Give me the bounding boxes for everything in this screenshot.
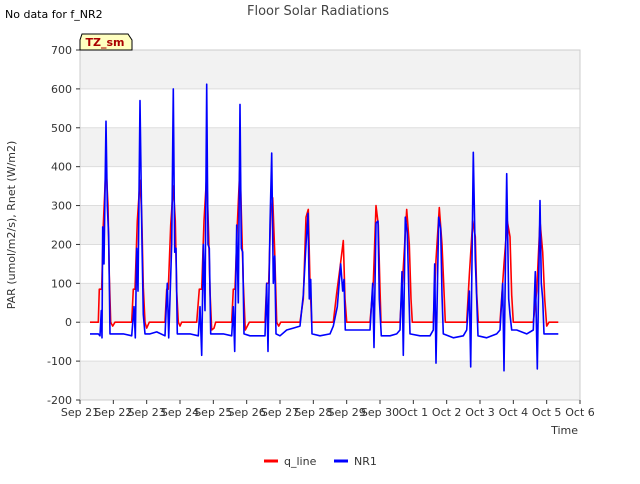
x-tick-label: Sep 27 <box>261 406 299 419</box>
chart-title: Floor Solar Radiations <box>247 4 389 19</box>
corner-note: No data for f_NR2 <box>5 8 103 21</box>
plot-band <box>80 50 580 89</box>
plot-frame <box>79 49 581 401</box>
x-tick-label: Sep 22 <box>94 406 132 419</box>
tz-badge-label: TZ_sm <box>86 36 125 49</box>
plot-bands <box>80 50 580 400</box>
tz-badge: TZ_sm <box>79 33 133 51</box>
x-tick-label: Sep 24 <box>161 406 199 419</box>
series-layer <box>90 83 559 372</box>
x-tick-label: Sep 29 <box>328 406 366 419</box>
x-tick-label: Oct 4 <box>499 406 529 419</box>
plot-band <box>80 127 580 167</box>
x-tick-label: Oct 6 <box>565 406 595 419</box>
y-axis-ticks: -200 -100 0 100 200 300 400 500 600 700 <box>47 44 80 407</box>
legend-label: NR1 <box>354 455 377 468</box>
x-tick-label: Oct 5 <box>532 406 562 419</box>
x-tick-label: Oct 3 <box>465 406 495 419</box>
tz-badge-box <box>79 33 133 51</box>
plot-band <box>80 205 580 245</box>
x-tick-label: Sep 28 <box>294 406 332 419</box>
y-tick-label: 400 <box>51 161 72 174</box>
y-axis-label: PAR (umol/m2/s), Rnet (W/m2) <box>5 141 18 310</box>
x-tick-label: Sep 23 <box>128 406 166 419</box>
x-tick-label: Oct 2 <box>432 406 462 419</box>
y-tick-label: 300 <box>51 200 72 213</box>
x-tick-label: Sep 30 <box>361 406 399 419</box>
y-tick-label: -100 <box>47 355 72 368</box>
x-tick-label: Oct 1 <box>399 406 429 419</box>
x-axis-label: Time <box>550 424 578 437</box>
series-line-nr1 <box>90 83 559 372</box>
x-tick-label: Sep 21 <box>61 406 99 419</box>
y-tick-label: 100 <box>51 277 72 290</box>
y-tick-label: -200 <box>47 394 72 407</box>
y-tick-label: 0 <box>65 316 72 329</box>
x-tick-label: Sep 25 <box>194 406 232 419</box>
legend-label: q_line <box>284 455 317 468</box>
plot-band <box>80 283 580 323</box>
plot-band <box>80 361 580 400</box>
y-tick-label: 600 <box>51 83 72 96</box>
y-tick-label: 700 <box>51 44 72 57</box>
legend: q_line NR1 <box>264 455 377 468</box>
y-tick-label: 200 <box>51 238 72 251</box>
y-tick-label: 500 <box>51 122 72 135</box>
x-tick-label: Sep 26 <box>228 406 266 419</box>
